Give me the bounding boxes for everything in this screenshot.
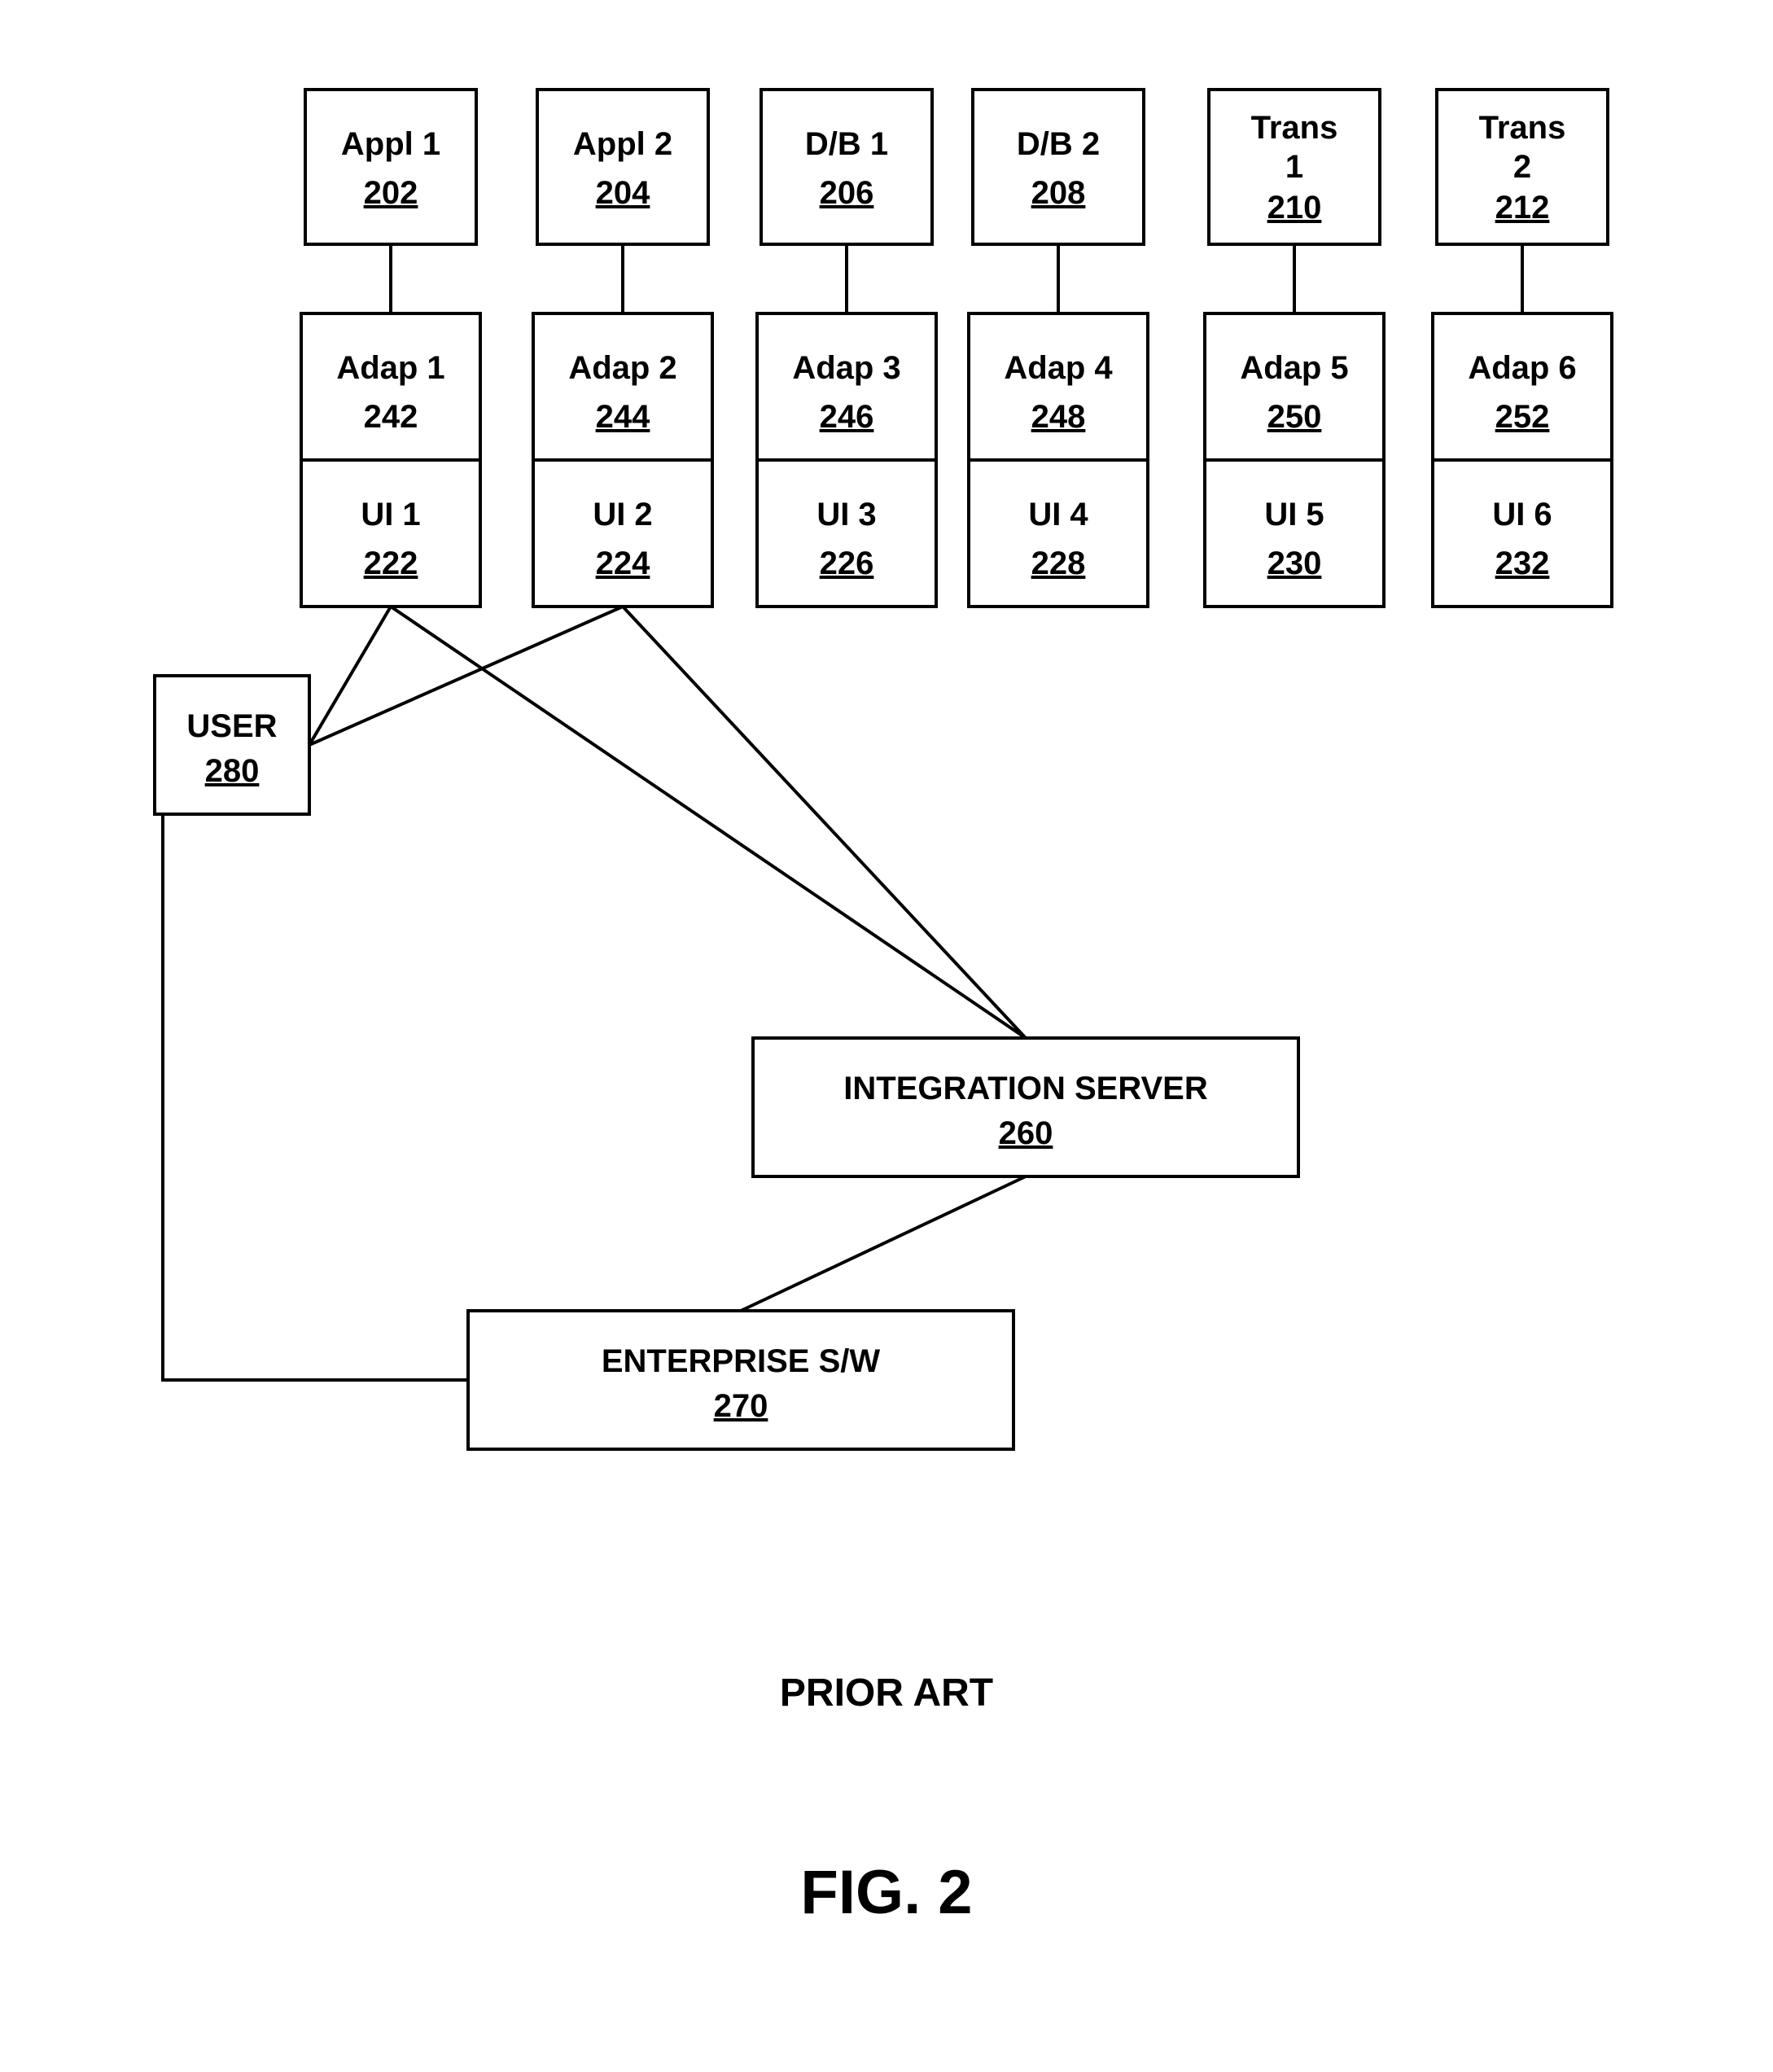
architecture-diagram: Appl 1 202 Adap 1 242 UI 1 222 Appl 2 204 Adap 2… xyxy=(0,0,1773,2072)
adap-ref-3: 246 xyxy=(820,399,874,435)
edge-0 xyxy=(309,607,391,745)
ui-box-2 xyxy=(533,460,712,607)
enterprise-box xyxy=(468,1311,1013,1449)
adap-ref-6: 252 xyxy=(1495,399,1550,435)
adap-ref-2: 244 xyxy=(596,399,650,435)
top-box-1 xyxy=(305,90,476,244)
ui-label-4: UI 4 xyxy=(1028,497,1088,532)
ui-box-5 xyxy=(1205,460,1384,607)
user-label: USER xyxy=(186,708,277,744)
adap-ref-4: 248 xyxy=(1031,399,1086,435)
ui-box-3 xyxy=(757,460,936,607)
adap-ref-1: 242 xyxy=(364,399,418,435)
ui-ref-6: 232 xyxy=(1495,545,1550,581)
top-ref-6: 212 xyxy=(1495,190,1550,226)
top-box-2 xyxy=(537,90,708,244)
adap-box-1 xyxy=(301,313,480,460)
ui-ref-2: 224 xyxy=(596,545,650,581)
prior-art-caption: PRIOR ART xyxy=(780,1671,993,1715)
adap-box-2 xyxy=(533,313,712,460)
edge-1 xyxy=(309,607,623,745)
enterprise-label: ENTERPRISE S/W xyxy=(602,1343,881,1379)
figure-caption: FIG. 2 xyxy=(800,1858,972,1927)
top-extra-5: 1 xyxy=(1285,149,1303,185)
adap-label-3: Adap 3 xyxy=(792,350,900,386)
adap-ref-5: 250 xyxy=(1267,399,1322,435)
edge-user-enterprise xyxy=(163,814,468,1380)
ui-ref-1: 222 xyxy=(364,545,418,581)
edge-3 xyxy=(623,607,1026,1038)
ui-ref-5: 230 xyxy=(1267,545,1322,581)
top-ref-2: 204 xyxy=(596,175,650,211)
enterprise-ref: 270 xyxy=(714,1388,768,1424)
top-box-3 xyxy=(761,90,932,244)
adap-box-5 xyxy=(1205,313,1384,460)
top-extra-6: 2 xyxy=(1513,149,1531,185)
top-label-3: D/B 1 xyxy=(805,126,888,162)
edge-4 xyxy=(741,1176,1026,1311)
top-label-6: Trans xyxy=(1479,110,1566,146)
top-label-5: Trans xyxy=(1251,110,1338,146)
user-ref: 280 xyxy=(205,753,260,789)
adap-box-6 xyxy=(1433,313,1612,460)
ui-box-6 xyxy=(1433,460,1612,607)
adap-label-5: Adap 5 xyxy=(1240,350,1348,386)
integration-label: INTEGRATION SERVER xyxy=(843,1071,1208,1106)
top-label-2: Appl 2 xyxy=(573,126,672,162)
edge-2 xyxy=(391,607,1026,1038)
ui-label-6: UI 6 xyxy=(1492,497,1552,532)
top-ref-3: 206 xyxy=(820,175,874,211)
top-ref-5: 210 xyxy=(1267,190,1322,226)
integration-box xyxy=(753,1038,1298,1176)
adap-box-3 xyxy=(757,313,936,460)
ui-ref-3: 226 xyxy=(820,545,874,581)
ui-label-3: UI 3 xyxy=(816,497,876,532)
adap-box-4 xyxy=(969,313,1148,460)
adap-label-2: Adap 2 xyxy=(568,350,676,386)
top-label-4: D/B 2 xyxy=(1017,126,1100,162)
ui-label-2: UI 2 xyxy=(593,497,652,532)
ui-box-1 xyxy=(301,460,480,607)
adap-label-6: Adap 6 xyxy=(1468,350,1576,386)
integration-ref: 260 xyxy=(999,1115,1053,1151)
ui-box-4 xyxy=(969,460,1148,607)
adap-label-4: Adap 4 xyxy=(1004,350,1113,386)
ui-label-5: UI 5 xyxy=(1264,497,1324,532)
user-box xyxy=(155,676,309,814)
top-box-4 xyxy=(973,90,1144,244)
top-label-1: Appl 1 xyxy=(341,126,440,162)
top-ref-4: 208 xyxy=(1031,175,1086,211)
top-ref-1: 202 xyxy=(364,175,418,211)
ui-label-1: UI 1 xyxy=(361,497,420,532)
adap-label-1: Adap 1 xyxy=(336,350,444,386)
ui-ref-4: 228 xyxy=(1031,545,1086,581)
